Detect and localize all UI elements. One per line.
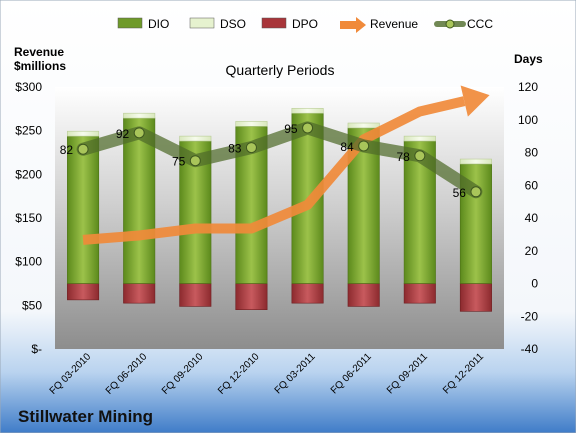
ccc-point bbox=[77, 143, 89, 155]
dpo-bar bbox=[459, 283, 492, 312]
dpo-bar bbox=[235, 283, 268, 311]
right-tick-label: 100 bbox=[518, 113, 538, 127]
legend-label: Revenue bbox=[370, 17, 418, 31]
right-axis: -40 -20 0 20 40 60 80 100 120 bbox=[518, 80, 538, 356]
revenue-line bbox=[82, 96, 466, 245]
legend-swatch bbox=[117, 17, 143, 29]
dio-bar bbox=[67, 135, 100, 284]
dpo-bar bbox=[347, 283, 380, 307]
dso-bar bbox=[459, 158, 492, 165]
dso-bar bbox=[291, 107, 324, 114]
ccc-data-label: 84 bbox=[340, 140, 354, 154]
left-tick-label: $300 bbox=[15, 80, 42, 94]
legend-label: DPO bbox=[292, 17, 318, 31]
dio-bar bbox=[123, 117, 156, 284]
legend: DIO DSO DPO Revenue CCC bbox=[117, 17, 493, 33]
right-tick-label: 20 bbox=[525, 244, 539, 258]
left-tick-label: $- bbox=[31, 342, 42, 356]
left-tick-label: $150 bbox=[15, 211, 42, 225]
right-axis-label: Days bbox=[514, 52, 543, 66]
ccc-point bbox=[470, 186, 482, 198]
company-name: Stillwater Mining bbox=[18, 407, 153, 426]
dpo-bar bbox=[123, 283, 156, 304]
legend-swatch bbox=[261, 17, 287, 29]
dpo-bar bbox=[67, 283, 100, 301]
ccc-line bbox=[76, 121, 483, 199]
dpo-bar bbox=[403, 283, 436, 304]
legend-label: CCC bbox=[467, 17, 493, 31]
ccc-data-label: 75 bbox=[172, 155, 186, 169]
left-axis-label-line2: $millions bbox=[14, 59, 66, 73]
legend-swatch bbox=[189, 17, 215, 29]
ccc-series: 82 92 75 83 95 84 78 56 bbox=[60, 121, 483, 200]
left-tick-label: $50 bbox=[22, 298, 42, 312]
ccc-data-label: 83 bbox=[228, 142, 242, 156]
dso-bar bbox=[347, 122, 380, 129]
right-tick-label: 0 bbox=[531, 277, 538, 291]
dso-bar bbox=[179, 135, 212, 142]
dpo-bar bbox=[291, 283, 324, 304]
right-tick-label: 120 bbox=[518, 80, 538, 94]
legend-label: DIO bbox=[148, 17, 169, 31]
left-tick-label: $100 bbox=[15, 255, 42, 269]
ccc-data-label: 92 bbox=[116, 127, 130, 141]
legend-label: DSO bbox=[220, 17, 246, 31]
left-tick-label: $200 bbox=[15, 167, 42, 181]
ccc-point bbox=[189, 155, 201, 167]
left-axis-label-line1: Revenue bbox=[14, 45, 64, 59]
ccc-point bbox=[358, 140, 370, 152]
ccc-data-label: 95 bbox=[284, 122, 298, 136]
chart-title: Quarterly Periods bbox=[226, 62, 335, 78]
ccc-data-label: 56 bbox=[453, 186, 467, 200]
right-tick-label: 60 bbox=[525, 178, 539, 192]
right-tick-label: -40 bbox=[521, 342, 539, 356]
dso-bar bbox=[123, 112, 156, 119]
right-tick-label: 40 bbox=[525, 211, 539, 225]
revenue-series bbox=[82, 85, 490, 245]
legend-dot-icon bbox=[445, 19, 455, 29]
right-tick-label: 80 bbox=[525, 146, 539, 160]
ccc-point bbox=[302, 122, 314, 134]
ccc-point bbox=[414, 150, 426, 162]
left-tick-label: $250 bbox=[15, 124, 42, 138]
ccc-data-label: 82 bbox=[60, 143, 74, 157]
dso-bar bbox=[403, 135, 436, 142]
dso-bar bbox=[67, 130, 100, 137]
ccc-point bbox=[133, 127, 145, 139]
right-tick-label: -20 bbox=[521, 309, 539, 323]
ccc-data-label: 78 bbox=[396, 150, 410, 164]
legend-arrow-icon bbox=[340, 17, 366, 33]
left-axis: $- $50 $100 $150 $200 $250 $300 bbox=[15, 80, 42, 356]
dso-bar bbox=[235, 121, 268, 127]
dpo-bar bbox=[179, 283, 212, 307]
ccc-point bbox=[245, 142, 257, 154]
revenue-arrowhead bbox=[460, 85, 490, 117]
